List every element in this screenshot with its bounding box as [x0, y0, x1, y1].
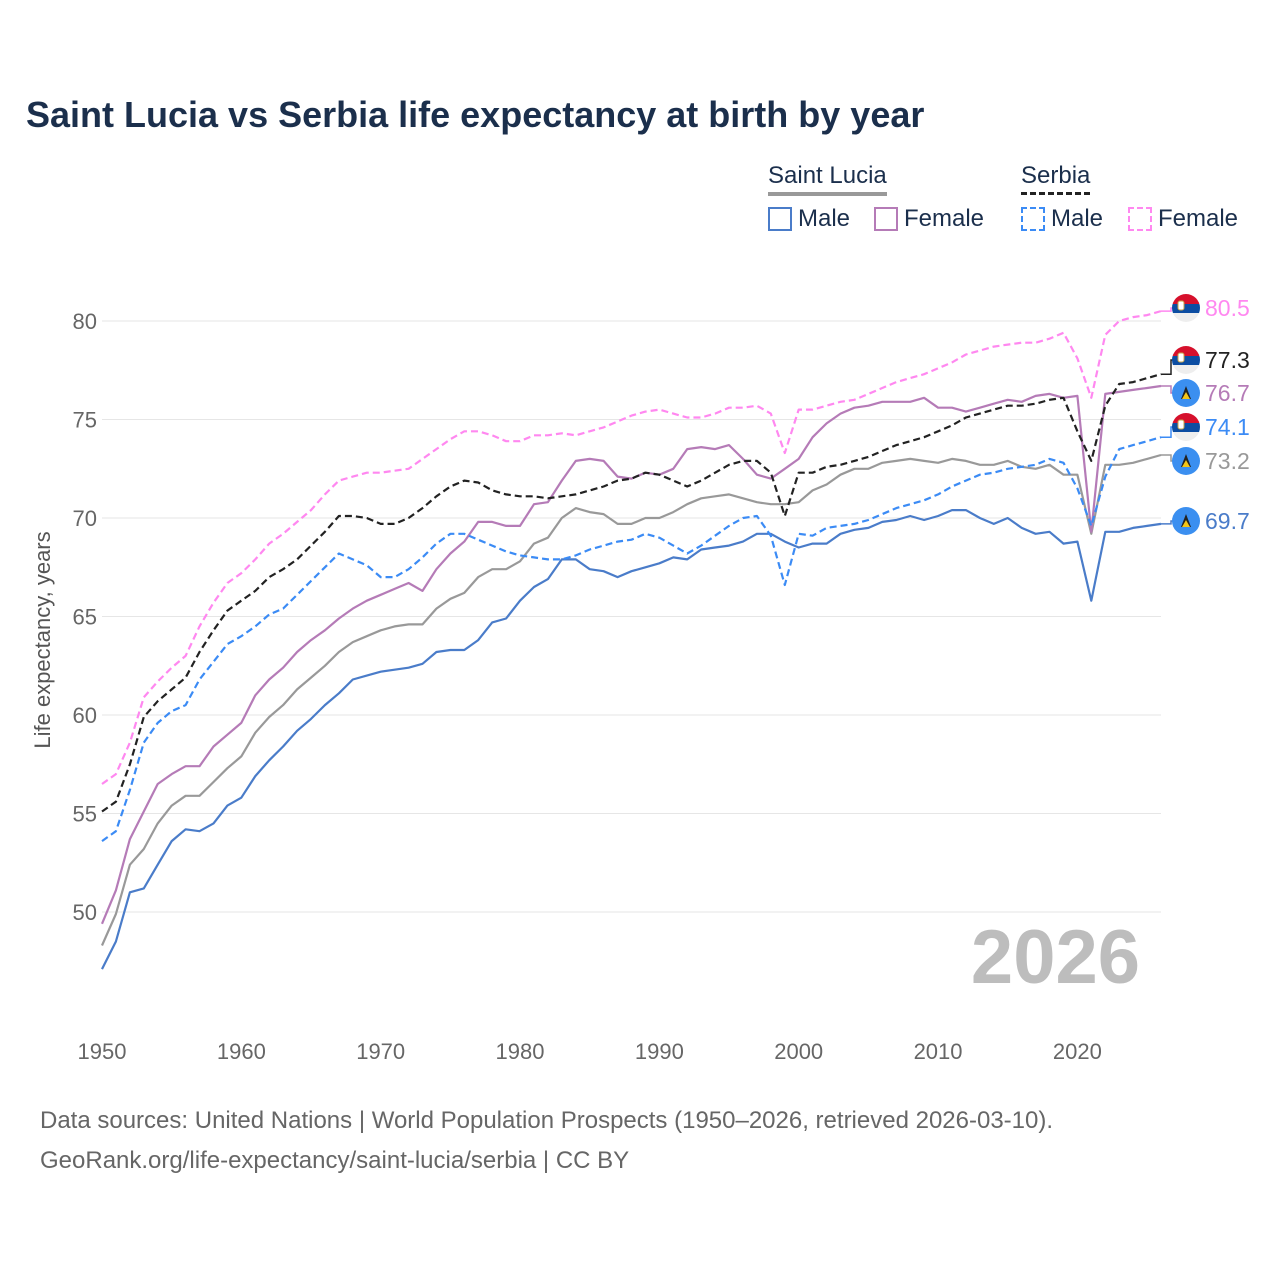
flag-stripes — [1172, 413, 1200, 441]
series-line-saint-lucia-female — [100, 384, 1162, 925]
series-lines — [100, 310, 1162, 970]
flag-red-stripe — [1172, 346, 1200, 356]
legend-label: Female — [904, 205, 985, 232]
end-labels: 80.5 77.3 76.7 74.1 73.2 69.7 — [1161, 294, 1250, 535]
y-tick-label: 70 — [73, 506, 97, 531]
flag-stripes — [1172, 294, 1200, 322]
flag-stripes — [1172, 346, 1200, 374]
end-value-label: 77.3 — [1205, 347, 1250, 373]
x-tick-label: 1990 — [635, 1039, 684, 1064]
chart-title: Saint Lucia vs Serbia life expectancy at… — [26, 94, 925, 135]
legend-label: Male — [798, 205, 851, 232]
grid: 50 55 60 65 70 75 80 1950 1960 1970 1980 1990 2000 20… — [73, 309, 1161, 1064]
serbia-flag-icon — [1172, 346, 1200, 374]
flag-coat-of-arms — [1177, 419, 1185, 430]
legend-item-serbia-female[interactable]: Female — [1128, 205, 1238, 233]
y-tick-label: 50 — [73, 900, 97, 925]
legend-group-saint-lucia: Saint Lucia — [768, 162, 887, 196]
flag-white-stripe — [1172, 432, 1200, 441]
legend-group-line — [768, 192, 887, 196]
saint-lucia-flag-icon — [1172, 507, 1200, 535]
saint-lucia-flag-icon — [1172, 447, 1200, 475]
legend-group-label: Saint Lucia — [768, 162, 887, 189]
flag-yellow-triangle — [1182, 520, 1190, 527]
legend-swatch — [1021, 207, 1045, 231]
end-value-label: 80.5 — [1205, 295, 1250, 321]
flag-yellow-triangle — [1182, 392, 1190, 399]
legend-item-serbia-male[interactable]: Male — [1021, 205, 1103, 233]
year-watermark: 2026 — [971, 915, 1140, 1000]
y-tick-label: 75 — [73, 408, 97, 433]
flag-red-stripe — [1172, 413, 1200, 423]
footer-sources: Data sources: United Nations | World Pop… — [40, 1107, 1054, 1134]
flag-white-stripe — [1172, 365, 1200, 374]
y-tick-label: 65 — [73, 605, 97, 630]
x-tick-label: 1970 — [356, 1039, 405, 1064]
y-tick-label: 60 — [73, 703, 97, 728]
legend-group-serbia: Serbia — [1021, 162, 1091, 195]
flag-white-stripe — [1172, 313, 1200, 322]
flag-blue-stripe — [1172, 356, 1200, 365]
series-line-serbia-female — [101, 310, 1162, 785]
x-tick-label: 1960 — [217, 1039, 266, 1064]
legend-swatch — [1128, 207, 1152, 231]
legend-label: Male — [1051, 205, 1104, 232]
flag-blue-stripe — [1172, 423, 1200, 432]
series-line-serbia — [101, 373, 1162, 813]
flag-yellow-triangle — [1182, 460, 1190, 467]
legend-group-line — [1021, 192, 1091, 195]
flag-coat-of-arms — [1177, 352, 1185, 363]
series-line-saint-lucia-male — [101, 509, 1162, 970]
x-tick-label: 2000 — [774, 1039, 823, 1064]
legend-item-saint-lucia-female[interactable]: Female — [874, 205, 984, 233]
legend-label: Female — [1158, 205, 1239, 232]
end-value-label: 69.7 — [1205, 508, 1250, 534]
serbia-flag-icon — [1172, 413, 1200, 441]
x-tick-label: 2010 — [914, 1039, 963, 1064]
flag-blue-stripe — [1172, 304, 1200, 313]
flag-red-stripe — [1172, 294, 1200, 304]
x-tick-label: 2020 — [1053, 1039, 1102, 1064]
flag-coat-of-arms — [1177, 300, 1185, 311]
y-axis-label: Life expectancy, years — [30, 531, 55, 748]
legend-swatch — [874, 207, 898, 231]
end-value-label: 73.2 — [1205, 448, 1250, 474]
x-tick-label: 1950 — [78, 1039, 127, 1064]
serbia-flag-icon — [1172, 294, 1200, 322]
legend-swatch — [768, 207, 792, 231]
legend-item-saint-lucia-male[interactable]: Male — [768, 205, 850, 233]
saint-lucia-flag-icon — [1172, 379, 1200, 407]
x-tick-label: 1980 — [496, 1039, 545, 1064]
series-line-saint-lucia — [100, 453, 1162, 946]
y-tick-label: 55 — [73, 802, 97, 827]
end-value-label: 74.1 — [1205, 414, 1250, 440]
y-tick-label: 80 — [73, 309, 97, 334]
series-line-serbia-male — [101, 436, 1162, 842]
end-value-label: 76.7 — [1205, 380, 1250, 406]
legend-group-label: Serbia — [1021, 162, 1091, 189]
footer-url: GeoRank.org/life-expectancy/saint-lucia/… — [40, 1147, 630, 1174]
